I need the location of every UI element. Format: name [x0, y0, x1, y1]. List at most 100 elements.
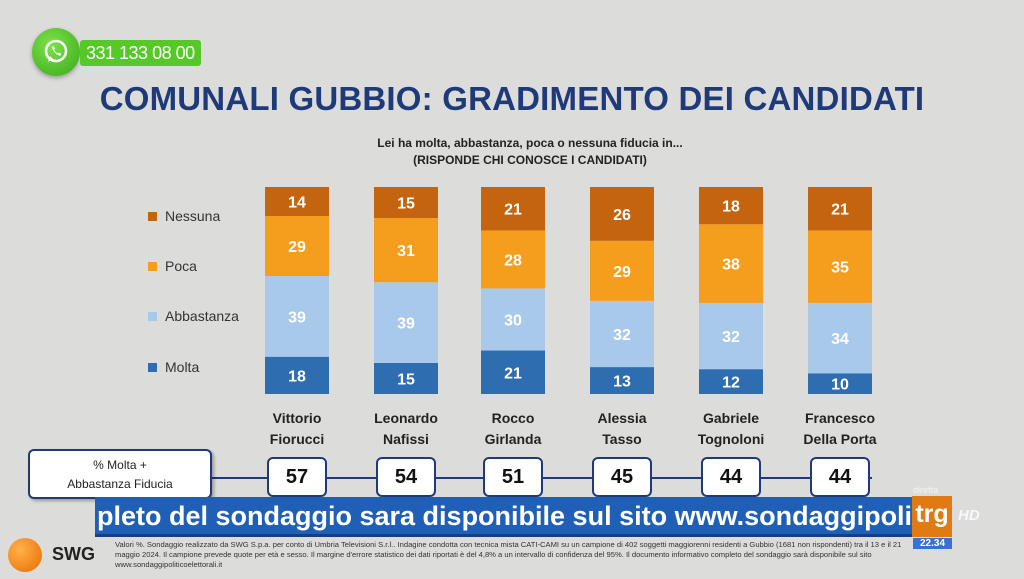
category-label: Leonardo Nafissi [351, 408, 461, 450]
data-label: 29 [288, 239, 306, 256]
category-line: Tasso [602, 431, 642, 447]
brand: SWG [52, 544, 95, 564]
live-label: diretta [913, 485, 939, 495]
legend-swatch [148, 311, 157, 321]
legend-label: Abbastanza [165, 308, 239, 324]
legend-swatch [148, 261, 157, 271]
data-label: 12 [722, 375, 740, 392]
data-label: 15 [397, 196, 415, 213]
total-value: 57 [267, 457, 327, 497]
data-label: 13 [613, 374, 631, 391]
bar-segment-poca [699, 224, 763, 303]
data-label: 18 [722, 199, 740, 216]
data-label: 34 [831, 331, 849, 348]
legend-item: Molta [148, 359, 199, 375]
data-label: 14 [288, 194, 306, 211]
data-label: 18 [288, 368, 306, 385]
total-value: 51 [483, 457, 543, 497]
total-value: 44 [701, 457, 761, 497]
bar-segment-nessuna [699, 187, 763, 225]
data-label: 30 [504, 312, 522, 329]
bar-segment-molta [374, 362, 438, 394]
data-label: 21 [831, 202, 849, 219]
legend-item: Nessuna [148, 208, 220, 224]
bar-segment-molta [590, 367, 654, 394]
category-line: Tognoloni [697, 431, 765, 447]
whatsapp-icon [32, 28, 80, 76]
bar-segment-abbastanza [590, 300, 654, 368]
bar-segment-poca [590, 240, 654, 301]
category-line: Fiorucci [269, 431, 325, 447]
category-line: Alessia [597, 410, 647, 426]
data-label: 15 [397, 371, 415, 388]
data-label: 31 [397, 243, 415, 260]
legend-item: Poca [148, 258, 197, 274]
data-label: 38 [722, 257, 740, 274]
legend-label: Poca [165, 258, 197, 274]
bar-segment-poca [808, 230, 872, 303]
data-label: 35 [831, 260, 849, 277]
data-label: 39 [288, 309, 306, 326]
category-label: Vittorio Fiorucci [242, 408, 352, 450]
data-label: 21 [504, 365, 522, 382]
clock: 22.34 [913, 538, 952, 549]
data-label: 39 [397, 316, 415, 333]
bar-segment-abbastanza [374, 282, 438, 363]
category-line: Nafissi [383, 431, 429, 447]
total-value: 54 [376, 457, 436, 497]
data-label: 21 [504, 202, 522, 219]
bar-segment-nessuna [374, 187, 438, 219]
data-label: 29 [613, 264, 631, 281]
data-label: 10 [831, 377, 849, 394]
bar-segment-poca [481, 230, 545, 289]
legend-label: Nessuna [165, 208, 221, 224]
legend-swatch [148, 362, 157, 372]
total-value: 44 [810, 457, 870, 497]
legend-label: Molta [165, 359, 200, 375]
question: Lei ha molta, abbastanza, poca o nessuna… [377, 136, 683, 150]
legend-item: Abbastanza [148, 308, 239, 324]
bar-segment-molta [699, 369, 763, 394]
data-label: 32 [722, 329, 740, 346]
legend-swatch [148, 211, 157, 221]
methodology-note: Valori %. Sondaggio realizzato da SWG S.… [115, 540, 902, 569]
category-line: Rocco [491, 410, 535, 426]
phone-number: 331 133 08 00 [80, 40, 201, 66]
totals-label: % Molta + Abbastanza Fiducia [28, 449, 212, 499]
page-title: COMUNALI GUBBIO: GRADIMENTO DEI CANDIDAT… [99, 80, 925, 117]
category-line: Leonardo [374, 410, 438, 426]
data-label: 28 [504, 252, 522, 269]
category-label: Francesco Della Porta [785, 408, 895, 450]
bar-segment-molta [808, 373, 872, 394]
data-label: 26 [613, 207, 631, 224]
subquestion: (RISPONDE CHI CONOSCE I CANDIDATI) [413, 153, 647, 167]
bar-segment-molta [481, 350, 545, 394]
bar-segment-nessuna [265, 187, 329, 216]
category-line: Girlanda [484, 431, 542, 447]
category-line: Gabriele [702, 410, 760, 426]
channel-logo: trg [912, 496, 952, 537]
bar-segment-nessuna [590, 187, 654, 241]
bar-segment-abbastanza [481, 288, 545, 351]
bar-segment-abbastanza [699, 302, 763, 370]
category-label: Rocco Girlanda [458, 408, 568, 450]
totals-label-line: Abbastanza Fiducia [67, 477, 173, 491]
bar-segment-abbastanza [265, 276, 329, 357]
bar-segment-poca [374, 218, 438, 283]
bar-segment-abbastanza [808, 302, 872, 374]
total-value: 45 [592, 457, 652, 497]
category-line: Vittorio [272, 410, 322, 426]
category-label: Gabriele Tognoloni [676, 408, 786, 450]
totals-label-line: % Molta + [93, 458, 147, 472]
swg-logo-icon [8, 538, 42, 572]
category-label: Alessia Tasso [567, 408, 677, 450]
news-ticker: pleto del sondaggio sara disponibile sul… [95, 497, 912, 537]
bar-segment-nessuna [808, 187, 872, 231]
hd-badge: HD [958, 507, 980, 524]
category-line: Della Porta [803, 431, 877, 447]
bar-segment-nessuna [481, 187, 545, 231]
data-label: 32 [613, 327, 631, 344]
bar-segment-poca [265, 215, 329, 277]
bar-segment-molta [265, 356, 329, 394]
